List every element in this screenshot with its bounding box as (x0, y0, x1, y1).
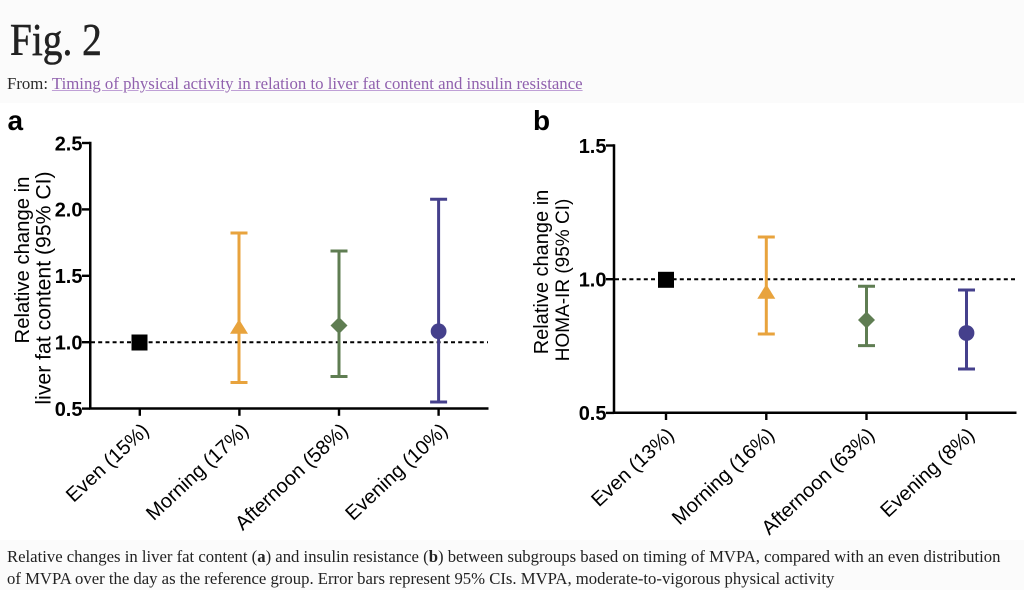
svg-text:Relative change in: Relative change in (531, 190, 553, 355)
svg-text:1.0: 1.0 (579, 270, 607, 292)
svg-text:Even (13%): Even (13%) (587, 424, 678, 511)
svg-text:HOMA-IR (95% CI): HOMA-IR (95% CI) (553, 199, 574, 362)
svg-text:2.0: 2.0 (55, 200, 83, 222)
svg-text:a: a (8, 105, 24, 136)
svg-text:Even (15%): Even (15%) (62, 419, 153, 506)
svg-text:0.5: 0.5 (579, 403, 607, 425)
svg-text:liver fat content (95% CI): liver fat content (95% CI) (33, 171, 56, 404)
svg-text:Evening (10%): Evening (10%) (341, 419, 452, 525)
svg-text:1.0: 1.0 (55, 333, 83, 355)
svg-text:0.5: 0.5 (55, 399, 83, 421)
svg-text:Relative change in: Relative change in (12, 177, 34, 344)
svg-text:b: b (533, 105, 550, 136)
svg-text:1.5: 1.5 (579, 136, 607, 158)
svg-text:Morning (17%): Morning (17%) (142, 419, 253, 525)
svg-text:2.5: 2.5 (55, 133, 83, 155)
svg-text:1.5: 1.5 (55, 266, 83, 288)
svg-text:Evening (8%): Evening (8%) (876, 424, 979, 522)
svg-text:Morning (16%): Morning (16%) (668, 424, 779, 530)
